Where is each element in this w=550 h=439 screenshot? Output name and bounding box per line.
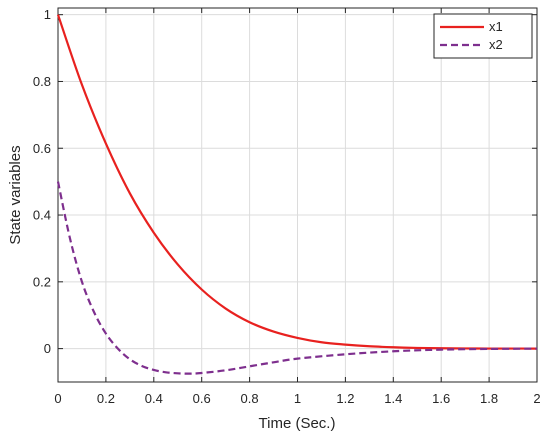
legend-box bbox=[433, 13, 533, 59]
y-tick-label: 0.2 bbox=[33, 274, 51, 289]
x-axis-label: Time (Sec.) bbox=[259, 415, 336, 432]
axis-ticks: 0 0.2 0.4 0.6 0.8 1 1.2 1.4 1.6 1.8 2 0 0.2 0.4 0.6 0.8… bbox=[33, 7, 541, 406]
x-tick-label: 1.8 bbox=[480, 391, 498, 406]
x-tick-label: 0.6 bbox=[193, 391, 211, 406]
y-tick-label: 0.6 bbox=[33, 141, 51, 156]
y-axis-label: State variables bbox=[7, 145, 24, 244]
legend: x1 x2 bbox=[433, 13, 533, 59]
y-tick-label: 0 bbox=[44, 341, 51, 356]
y-tick-label: 0.8 bbox=[33, 74, 51, 89]
y-tick-label: 1 bbox=[44, 7, 51, 22]
x-tick-label: 1.2 bbox=[336, 391, 354, 406]
legend-label-x2: x2 bbox=[489, 37, 503, 52]
x-tick-label: 1 bbox=[294, 391, 301, 406]
x-tick-label: 1.4 bbox=[384, 391, 402, 406]
x-tick-label: 1.6 bbox=[432, 391, 450, 406]
series-line-x2 bbox=[56, 181, 538, 375]
legend-label-x1: x1 bbox=[489, 19, 503, 34]
x-tick-label: 2 bbox=[533, 391, 540, 406]
x-tick-label: 0.2 bbox=[97, 391, 115, 406]
x-tick-label: 0.8 bbox=[241, 391, 259, 406]
x-tick-label: 0.4 bbox=[145, 391, 163, 406]
x-tick-label: 0 bbox=[54, 391, 61, 406]
series-line-x1 bbox=[56, 14, 538, 350]
series-lines bbox=[56, 14, 538, 375]
y-tick-label: 0.4 bbox=[33, 208, 51, 223]
